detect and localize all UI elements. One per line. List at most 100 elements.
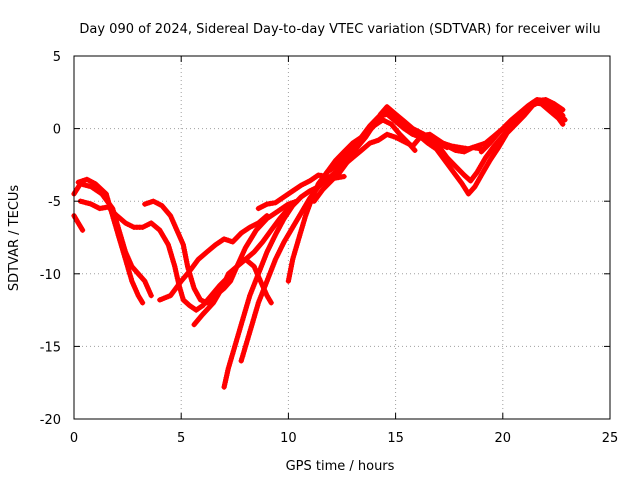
data-point (233, 339, 239, 345)
x-tick-label: 0 (70, 431, 78, 446)
data-point (120, 247, 126, 253)
data-point (246, 295, 252, 301)
data-point (126, 268, 132, 274)
data-point (221, 280, 227, 287)
data-point (263, 280, 269, 287)
data-point (188, 276, 194, 282)
y-tick-label: -10 (40, 268, 61, 283)
data-point (174, 227, 180, 233)
data-point (238, 358, 244, 364)
axis-ticks: 0 5 10 15 20 25 -20 -15 -10 -5 0 5 (40, 50, 619, 446)
data-point (114, 227, 120, 233)
data-point (118, 242, 124, 248)
data-point (115, 230, 121, 236)
x-tick-label: 5 (177, 431, 185, 446)
x-tick-label: 10 (280, 431, 297, 446)
data-point (130, 280, 136, 287)
data-point (227, 278, 234, 284)
data-point (258, 293, 264, 299)
data-point (125, 263, 131, 270)
data-point (120, 249, 126, 255)
data-point (251, 314, 257, 320)
data-point (240, 317, 246, 323)
data-point (294, 242, 300, 248)
data-point (247, 293, 253, 299)
data-point (260, 259, 266, 265)
data-point (128, 276, 134, 282)
data-point (124, 261, 130, 267)
data-point (310, 193, 316, 199)
data-point (176, 232, 182, 238)
data-point (259, 261, 265, 267)
data-point (123, 259, 129, 265)
data-point (255, 271, 261, 277)
data-point (303, 210, 310, 216)
data-point (261, 256, 267, 262)
series-track-1 (71, 213, 86, 233)
data-point (172, 222, 178, 228)
data-point (560, 121, 566, 127)
data-point (167, 247, 173, 253)
data-point (247, 329, 253, 335)
data-point (168, 251, 174, 257)
data-point (113, 225, 119, 231)
data-point (272, 259, 278, 265)
data-point (85, 200, 92, 206)
data-point (239, 355, 245, 362)
data-point (230, 348, 236, 354)
data-point (239, 319, 245, 325)
data-point (255, 300, 261, 306)
data-point (146, 288, 152, 294)
series-track-11 (285, 98, 568, 284)
data-point (225, 365, 231, 371)
data-point (237, 324, 244, 330)
data-point (268, 300, 274, 306)
data-point (237, 326, 243, 333)
data-point (232, 343, 238, 349)
data-point (291, 251, 297, 257)
data-point (227, 358, 234, 364)
data-point (300, 222, 306, 228)
data-point (127, 273, 134, 279)
data-point (171, 261, 177, 267)
data-point (180, 294, 186, 301)
data-point (249, 322, 255, 328)
data-point (259, 280, 265, 287)
data-point (262, 254, 268, 260)
data-point (231, 346, 237, 352)
series-track-13 (337, 117, 418, 168)
data-point (257, 278, 264, 284)
data-point (83, 200, 89, 206)
data-point (245, 300, 251, 306)
data-point (238, 254, 244, 260)
data-point (143, 280, 149, 287)
data-point (258, 263, 264, 270)
data-point (243, 341, 249, 347)
data-point (117, 237, 123, 243)
data-point (305, 205, 311, 211)
data-point (560, 107, 566, 113)
data-point (222, 278, 228, 284)
data-point (307, 200, 313, 206)
data-point (304, 208, 310, 214)
y-axis-title: SDTVAR / TECUs (7, 185, 22, 292)
data-point (232, 341, 239, 347)
series-track-3 (75, 176, 146, 306)
data-point (236, 329, 242, 335)
data-point (167, 213, 174, 219)
data-point (167, 249, 174, 255)
data-point (245, 334, 251, 340)
data-point (179, 292, 185, 298)
data-point (301, 218, 307, 224)
data-point (312, 188, 318, 194)
data-point (134, 290, 140, 296)
data-point (299, 225, 305, 231)
data-point (242, 343, 249, 349)
data-point (254, 273, 260, 279)
data-point (267, 271, 273, 277)
data-point (226, 363, 232, 369)
data-point (169, 215, 175, 221)
data-point (147, 290, 153, 296)
data-point (264, 278, 270, 284)
data-point (255, 302, 261, 308)
